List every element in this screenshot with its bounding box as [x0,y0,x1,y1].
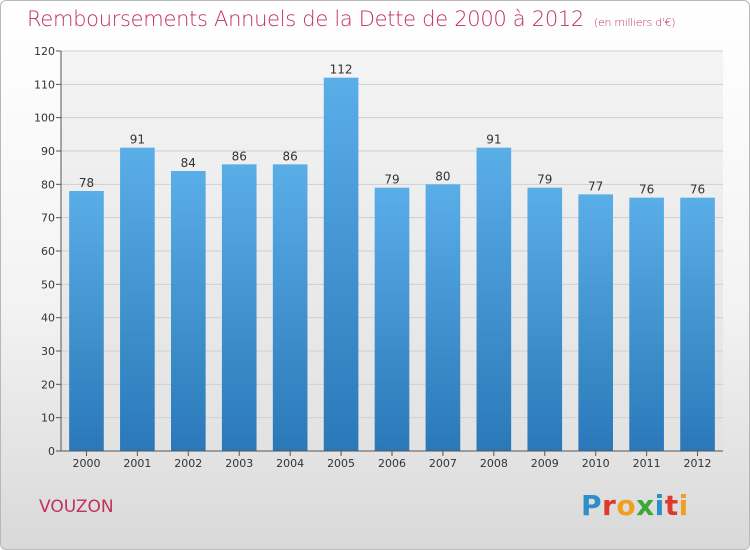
logo-letter: i [654,489,665,522]
y-tick-label: 100 [34,112,55,125]
data-label: 84 [181,156,196,170]
bar [629,197,664,451]
x-tick-label: 2012 [684,457,712,470]
y-tick-label: 30 [41,345,55,358]
chart-title-text: Remboursements Annuels de la Dette de 20… [27,7,584,31]
x-tick-label: 2007 [429,457,457,470]
bar [680,197,715,451]
data-label: 76 [639,183,654,197]
x-tick-label: 2000 [72,457,100,470]
bar [170,171,206,451]
x-tick-label: 2004 [276,457,304,470]
bar [578,194,614,452]
x-tick-label: 2008 [480,457,508,470]
bar [374,187,410,451]
y-tick-label: 120 [34,45,55,58]
data-label: 80 [435,169,450,183]
data-label: 112 [330,63,353,77]
data-label: 91 [486,133,501,147]
chart-subtitle: (en milliers d'€) [594,16,676,29]
y-tick-label: 70 [41,212,55,225]
proxiti-logo: Proxiti [581,489,689,522]
bar [120,147,155,451]
bar [69,191,104,451]
y-tick-label: 50 [41,278,55,291]
y-tick-label: 90 [41,145,55,158]
x-tick-label: 2011 [633,457,661,470]
bar [476,147,512,451]
x-tick-label: 2009 [531,457,559,470]
data-label: 79 [384,173,399,187]
data-label: 86 [283,149,298,163]
bar [272,164,308,452]
y-tick-label: 40 [41,312,55,325]
town-name: VOUZON [39,497,114,517]
data-label: 86 [232,149,247,163]
x-tick-label: 2001 [123,457,151,470]
y-tick-label: 10 [41,412,55,425]
bar [221,164,257,452]
x-tick-label: 2006 [378,457,406,470]
bar [425,184,461,452]
x-tick-label: 2005 [327,457,355,470]
data-label: 76 [690,183,705,197]
x-tick-label: 2010 [582,457,610,470]
data-label: 78 [79,176,94,190]
y-tick-label: 60 [41,245,55,258]
logo-letter: x [636,489,655,522]
bar [527,187,563,451]
logo-letter: r [602,489,617,522]
chart-title: Remboursements Annuels de la Dette de 20… [27,7,675,31]
y-tick-label: 0 [48,445,55,458]
bar [323,77,359,452]
x-tick-label: 2002 [174,457,202,470]
y-tick-label: 80 [41,178,55,191]
logo-letter: P [581,489,603,522]
data-label: 79 [537,173,552,187]
x-tick-label: 2003 [225,457,253,470]
logo-letter: t [664,489,679,522]
logo-letter: i [678,489,689,522]
y-tick-label: 20 [41,378,55,391]
data-label: 77 [588,179,603,193]
bar-chart: 0 10 20 30 40 50 60 70 80 90 100 110 120 2000 78 2001 9… [34,45,723,470]
y-tick-label: 110 [34,78,55,91]
data-label: 91 [130,133,145,147]
logo-letter: o [616,489,637,522]
